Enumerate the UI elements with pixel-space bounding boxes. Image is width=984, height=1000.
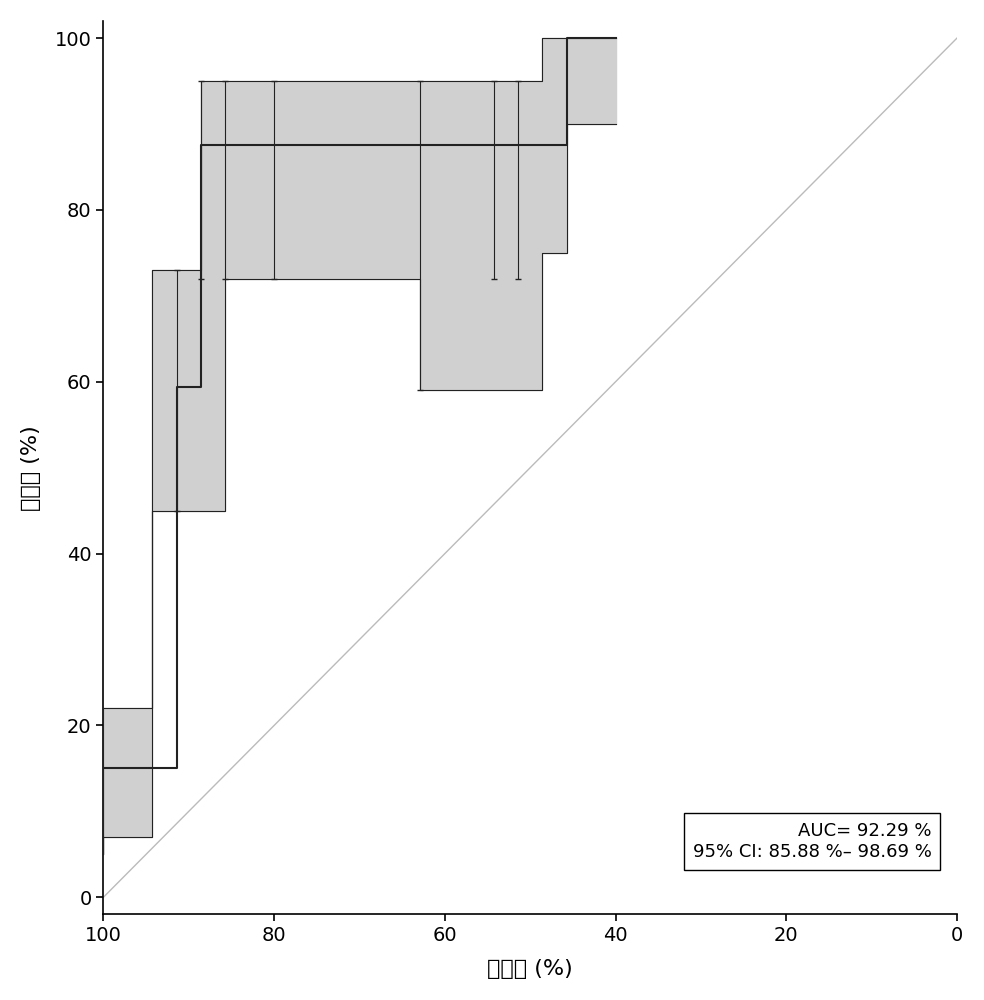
Polygon shape (103, 38, 616, 854)
Y-axis label: 敏感性 (%): 敏感性 (%) (21, 425, 40, 511)
X-axis label: 特异性 (%): 特异性 (%) (487, 959, 573, 979)
Text: AUC= 92.29 %
95% CI: 85.88 %– 98.69 %: AUC= 92.29 % 95% CI: 85.88 %– 98.69 % (693, 822, 932, 861)
